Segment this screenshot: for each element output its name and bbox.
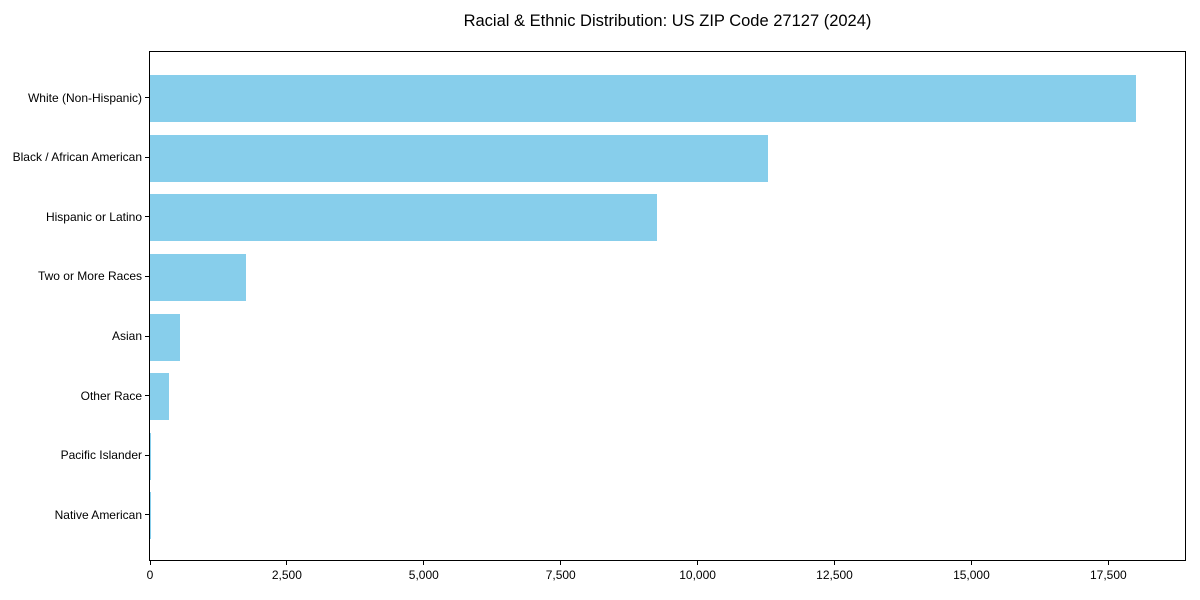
y-tick-mark — [145, 395, 149, 397]
x-tick-label: 12,500 — [816, 568, 853, 582]
bar-black-african-american — [150, 134, 768, 182]
y-tick-label: Asian — [111, 329, 142, 344]
bar-native-american — [150, 492, 151, 540]
x-tick-mark — [970, 561, 972, 565]
y-tick-label: Native American — [54, 507, 142, 522]
x-tick-mark — [423, 561, 425, 565]
y-tick-mark — [145, 454, 149, 456]
bar-asian — [150, 313, 181, 361]
bar-pacific-islander — [150, 432, 152, 480]
y-tick-mark — [145, 216, 149, 218]
x-tick-mark — [560, 561, 562, 565]
y-tick-mark — [145, 514, 149, 516]
y-tick-mark — [145, 156, 149, 158]
y-tick-mark — [145, 97, 149, 98]
x-tick-label: 10,000 — [679, 568, 716, 582]
bar-white-non-hispanic — [150, 75, 1136, 122]
plot-area — [149, 51, 1186, 561]
y-tick-label: Pacific Islander — [60, 448, 142, 463]
bar-hispanic-or-latino — [150, 194, 658, 242]
x-tick-mark — [286, 561, 288, 565]
y-tick-label: White (Non-Hispanic) — [27, 90, 142, 105]
y-tick-label: Other Race — [80, 388, 142, 403]
x-tick-label: 17,500 — [1089, 568, 1127, 582]
x-tick-label: 5,000 — [408, 568, 439, 582]
bar-two-or-more-races — [150, 253, 246, 301]
x-tick-mark — [834, 561, 836, 565]
y-tick-label: Hispanic or Latino — [45, 209, 142, 224]
y-tick-mark — [145, 275, 149, 277]
x-tick-label: 0 — [146, 568, 154, 582]
x-tick-label: 15,000 — [953, 568, 990, 582]
x-tick-label: 2,500 — [271, 568, 302, 582]
x-tick-mark — [1107, 561, 1109, 565]
y-tick-mark — [145, 335, 149, 337]
y-axis: White (Non-Hispanic) Black / African Amer… — [0, 51, 142, 561]
bar-other-race — [150, 373, 170, 421]
x-tick-mark — [149, 561, 151, 565]
x-tick-label: 7,500 — [545, 568, 576, 582]
chart-title: Racial & Ethnic Distribution: US ZIP Cod… — [463, 12, 872, 30]
y-tick-label: Black / African American — [12, 150, 142, 165]
y-tick-label: Two or More Races — [37, 269, 142, 284]
x-tick-mark — [697, 561, 699, 565]
